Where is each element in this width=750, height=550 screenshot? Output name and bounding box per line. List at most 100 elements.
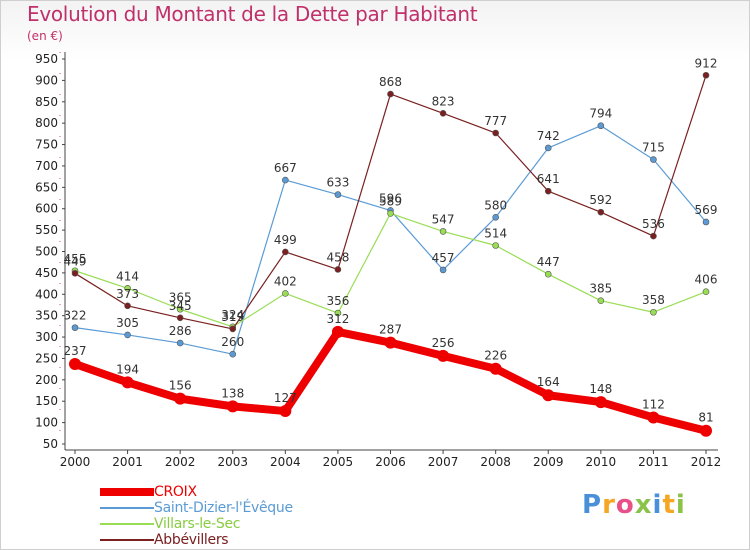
data-label: 823 (432, 94, 455, 108)
x-tick-label: 2004 (270, 455, 301, 469)
legend-swatch (100, 488, 154, 496)
legend-item: Saint-Dizier-l'Évêque (100, 500, 293, 516)
x-tick-label: 2006 (375, 455, 406, 469)
data-point (334, 309, 342, 317)
data-point (702, 218, 710, 226)
data-point (282, 248, 289, 256)
data-label: 365 (169, 290, 192, 304)
data-label: 406 (695, 273, 718, 287)
logo-letter: i (675, 490, 686, 520)
data-label: 514 (484, 227, 507, 241)
logo-letter: x (634, 490, 653, 520)
data-point (226, 400, 239, 413)
data-point (492, 242, 499, 249)
x-tick-label: 2007 (428, 455, 459, 469)
data-point (702, 71, 710, 79)
legend: CROIX Saint-Dizier-l'Évêque Villars-le-Sec… (100, 484, 293, 548)
data-point (597, 208, 605, 216)
data-label: 138 (221, 386, 244, 400)
y-tick-label: 150 (35, 394, 58, 408)
data-point (176, 339, 184, 347)
data-point (334, 191, 342, 198)
chart-title: Evolution du Montant de la Dette par Hab… (27, 2, 478, 26)
data-point (700, 424, 712, 437)
data-point (331, 325, 344, 338)
y-tick-label: 100 (35, 416, 58, 430)
data-point (544, 270, 552, 278)
x-tick-label: 2009 (533, 455, 564, 469)
logo-letter: i (652, 490, 663, 520)
y-tick-label: 550 (35, 223, 58, 237)
data-label: 596 (379, 191, 402, 205)
data-point (544, 144, 552, 152)
data-label: 458 (326, 250, 349, 264)
data-label: 580 (484, 198, 507, 212)
data-label: 164 (537, 375, 560, 389)
axes: 50 100 150 200 250 300 350 400 450 500 550 600 650 70… (35, 52, 721, 469)
data-label: 127 (274, 391, 297, 405)
data-label: 324 (221, 308, 244, 322)
data-label: 226 (484, 349, 507, 363)
data-label: 319 (221, 310, 244, 324)
data-point (650, 308, 657, 316)
data-label: 633 (326, 176, 349, 190)
data-point (439, 228, 447, 235)
legend-item: Villars-le-Sec (100, 516, 293, 532)
data-label: 373 (116, 287, 139, 301)
data-label: 641 (537, 172, 560, 186)
y-tick-label: 450 (35, 266, 58, 280)
data-label: 912 (695, 56, 718, 70)
legend-swatch (100, 523, 154, 525)
legend-label: Villars-le-Sec (154, 516, 241, 532)
data-point (279, 405, 292, 418)
data-label: 286 (169, 324, 192, 338)
y-tick-label: 50 (43, 437, 58, 451)
data-label: 256 (432, 336, 455, 350)
data-label: 589 (379, 194, 402, 208)
data-point (282, 290, 289, 297)
data-point (124, 284, 131, 292)
data-point (647, 411, 660, 424)
data-label: 148 (589, 382, 612, 396)
data-label: 81 (698, 411, 713, 425)
y-tick-label: 850 (35, 95, 58, 109)
data-label: 194 (116, 362, 139, 376)
data-label: 156 (169, 379, 192, 393)
data-point (597, 297, 605, 304)
data-labels: 322 305 286 260 667 633 596 457 580 742 794 715 569 4… (64, 56, 718, 424)
data-point (702, 288, 710, 296)
logo-letter: P (582, 490, 603, 520)
data-label: 358 (642, 293, 665, 307)
y-tick-label: 400 (35, 287, 58, 301)
data-label: 260 (221, 335, 244, 349)
data-point (121, 376, 134, 389)
y-tick-label: 700 (35, 159, 58, 173)
data-point (387, 90, 394, 98)
data-point (334, 266, 342, 273)
logo-letter: o (615, 490, 635, 520)
data-point (594, 396, 607, 409)
data-point (71, 270, 79, 277)
data-label: 356 (326, 294, 349, 308)
series-lines (69, 71, 712, 437)
data-point (176, 305, 184, 313)
x-tick-label: 2012 (691, 455, 722, 469)
x-tick-label: 2001 (112, 455, 143, 469)
data-point (439, 110, 447, 117)
data-label: 345 (169, 299, 192, 313)
data-label: 449 (64, 254, 87, 268)
data-point (124, 331, 131, 339)
data-point (282, 176, 289, 184)
legend-label: Abbévillers (154, 532, 229, 548)
data-label: 794 (589, 107, 612, 121)
data-point (387, 210, 394, 217)
data-point (492, 213, 499, 221)
x-tick-label: 2003 (217, 455, 248, 469)
data-label: 322 (64, 309, 87, 323)
y-tick-label: 950 (35, 52, 58, 66)
data-point (124, 302, 131, 310)
data-point (492, 129, 499, 137)
data-label: 447 (537, 255, 560, 269)
x-tick-label: 2010 (586, 455, 617, 469)
